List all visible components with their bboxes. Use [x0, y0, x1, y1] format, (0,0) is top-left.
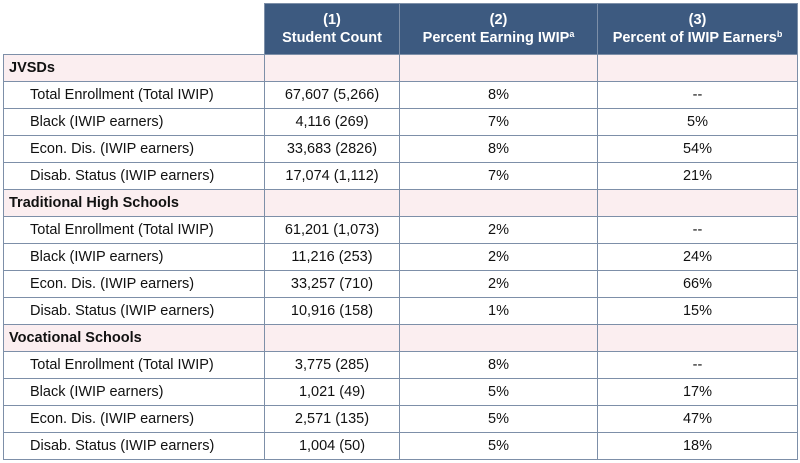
percent-earning-cell: 5% [399, 378, 598, 406]
student-count-cell: 33,683 (2826) [264, 135, 400, 163]
percent-earning-cell: 7% [399, 108, 598, 136]
percent-of-earners-cell: -- [597, 216, 798, 244]
section-fill-cell [399, 189, 598, 217]
header-footnote-mark: b [776, 29, 783, 39]
row-label: Econ. Dis. (IWIP earners) [3, 270, 265, 298]
row-label: Disab. Status (IWIP earners) [3, 432, 265, 460]
section-fill-cell [399, 54, 598, 82]
student-count-cell: 2,571 (135) [264, 405, 400, 433]
section-header-row: JVSDs [3, 54, 798, 82]
percent-of-earners-cell: 54% [597, 135, 798, 163]
percent-of-earners-cell: -- [597, 351, 798, 379]
percent-earning-cell: 8% [399, 135, 598, 163]
header-row: (1) Student Count (2) Percent Earning IW… [3, 3, 798, 55]
percent-of-earners-cell: 21% [597, 162, 798, 190]
percent-of-earners-cell: 47% [597, 405, 798, 433]
percent-earning-cell: 2% [399, 270, 598, 298]
row-label: Black (IWIP earners) [3, 243, 265, 271]
row-label: Disab. Status (IWIP earners) [3, 297, 265, 325]
student-count-cell: 1,021 (49) [264, 378, 400, 406]
student-count-cell: 17,074 (1,112) [264, 162, 400, 190]
table-row: Disab. Status (IWIP earners) 1,004 (50) 5%… [3, 432, 798, 460]
percent-earning-cell: 7% [399, 162, 598, 190]
row-label: Black (IWIP earners) [3, 108, 265, 136]
header-percent-of-earners: (3) Percent of IWIP Earnersb [597, 3, 798, 55]
section-title: Traditional High Schools [3, 189, 265, 217]
section-fill-cell [597, 189, 798, 217]
table-row: Disab. Status (IWIP earners) 17,074 (1,11… [3, 162, 798, 190]
table-row: Disab. Status (IWIP earners) 10,916 (158)… [3, 297, 798, 325]
table-row: Econ. Dis. (IWIP earners) 33,257 (710) 2% 6… [3, 270, 798, 298]
row-label: Total Enrollment (Total IWIP) [3, 216, 265, 244]
row-label: Total Enrollment (Total IWIP) [3, 81, 265, 109]
percent-of-earners-cell: 24% [597, 243, 798, 271]
iwip-table: (1) Student Count (2) Percent Earning IW… [3, 3, 798, 460]
table-row: Econ. Dis. (IWIP earners) 33,683 (2826) 8%… [3, 135, 798, 163]
table-row: Black (IWIP earners) 4,116 (269) 7% 5% [3, 108, 798, 136]
header-number: (2) [489, 12, 508, 28]
percent-of-earners-cell: 18% [597, 432, 798, 460]
section-fill-cell [399, 324, 598, 352]
header-footnote-mark: a [569, 29, 575, 39]
section-fill-cell [264, 54, 400, 82]
percent-of-earners-cell: 66% [597, 270, 798, 298]
student-count-cell: 33,257 (710) [264, 270, 400, 298]
header-title: Percent Earning IWIP [422, 30, 570, 46]
table-body: JVSDs Total Enrollment (Total IWIP) 67,607… [3, 54, 798, 460]
percent-of-earners-cell: 17% [597, 378, 798, 406]
header-title: Student Count [282, 30, 382, 46]
table-row: Black (IWIP earners) 11,216 (253) 2% 24% [3, 243, 798, 271]
row-label: Econ. Dis. (IWIP earners) [3, 135, 265, 163]
section-header-row: Traditional High Schools [3, 189, 798, 217]
table-row: Black (IWIP earners) 1,021 (49) 5% 17% [3, 378, 798, 406]
percent-earning-cell: 2% [399, 243, 598, 271]
percent-of-earners-cell: 15% [597, 297, 798, 325]
percent-earning-cell: 8% [399, 351, 598, 379]
header-number: (1) [323, 12, 341, 28]
student-count-cell: 1,004 (50) [264, 432, 400, 460]
section-title: Vocational Schools [3, 324, 265, 352]
table-row: Total Enrollment (Total IWIP) 3,775 (285)… [3, 351, 798, 379]
student-count-cell: 10,916 (158) [264, 297, 400, 325]
row-label: Total Enrollment (Total IWIP) [3, 351, 265, 379]
percent-earning-cell: 1% [399, 297, 598, 325]
student-count-cell: 67,607 (5,266) [264, 81, 400, 109]
student-count-cell: 11,216 (253) [264, 243, 400, 271]
table-row: Total Enrollment (Total IWIP) 67,607 (5,2… [3, 81, 798, 109]
header-student-count: (1) Student Count [264, 3, 400, 55]
row-label: Econ. Dis. (IWIP earners) [3, 405, 265, 433]
percent-of-earners-cell: -- [597, 81, 798, 109]
percent-of-earners-cell: 5% [597, 108, 798, 136]
section-fill-cell [597, 54, 798, 82]
header-blank-cell [3, 3, 265, 55]
percent-earning-cell: 5% [399, 405, 598, 433]
section-fill-cell [264, 189, 400, 217]
student-count-cell: 61,201 (1,073) [264, 216, 400, 244]
percent-earning-cell: 2% [399, 216, 598, 244]
student-count-cell: 4,116 (269) [264, 108, 400, 136]
percent-earning-cell: 5% [399, 432, 598, 460]
row-label: Disab. Status (IWIP earners) [3, 162, 265, 190]
header-title: Percent of IWIP Earners [612, 30, 777, 46]
row-label: Black (IWIP earners) [3, 378, 265, 406]
header-percent-earning: (2) Percent Earning IWIPa [399, 3, 598, 55]
section-fill-cell [264, 324, 400, 352]
percent-earning-cell: 8% [399, 81, 598, 109]
table-row: Total Enrollment (Total IWIP) 61,201 (1,0… [3, 216, 798, 244]
section-fill-cell [597, 324, 798, 352]
section-title: JVSDs [3, 54, 265, 82]
student-count-cell: 3,775 (285) [264, 351, 400, 379]
table-row: Econ. Dis. (IWIP earners) 2,571 (135) 5% 47… [3, 405, 798, 433]
header-number: (3) [688, 12, 707, 28]
section-header-row: Vocational Schools [3, 324, 798, 352]
